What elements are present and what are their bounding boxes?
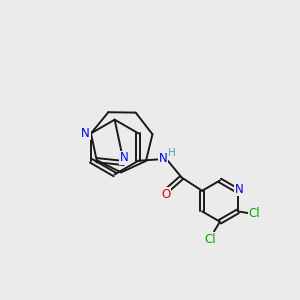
Text: Cl: Cl <box>204 233 216 246</box>
Text: N: N <box>235 183 244 196</box>
Text: Cl: Cl <box>249 207 260 220</box>
Text: H: H <box>168 148 176 158</box>
Text: N: N <box>81 127 90 140</box>
Text: O: O <box>161 188 171 200</box>
Text: N: N <box>119 151 128 164</box>
Text: N: N <box>159 152 168 165</box>
